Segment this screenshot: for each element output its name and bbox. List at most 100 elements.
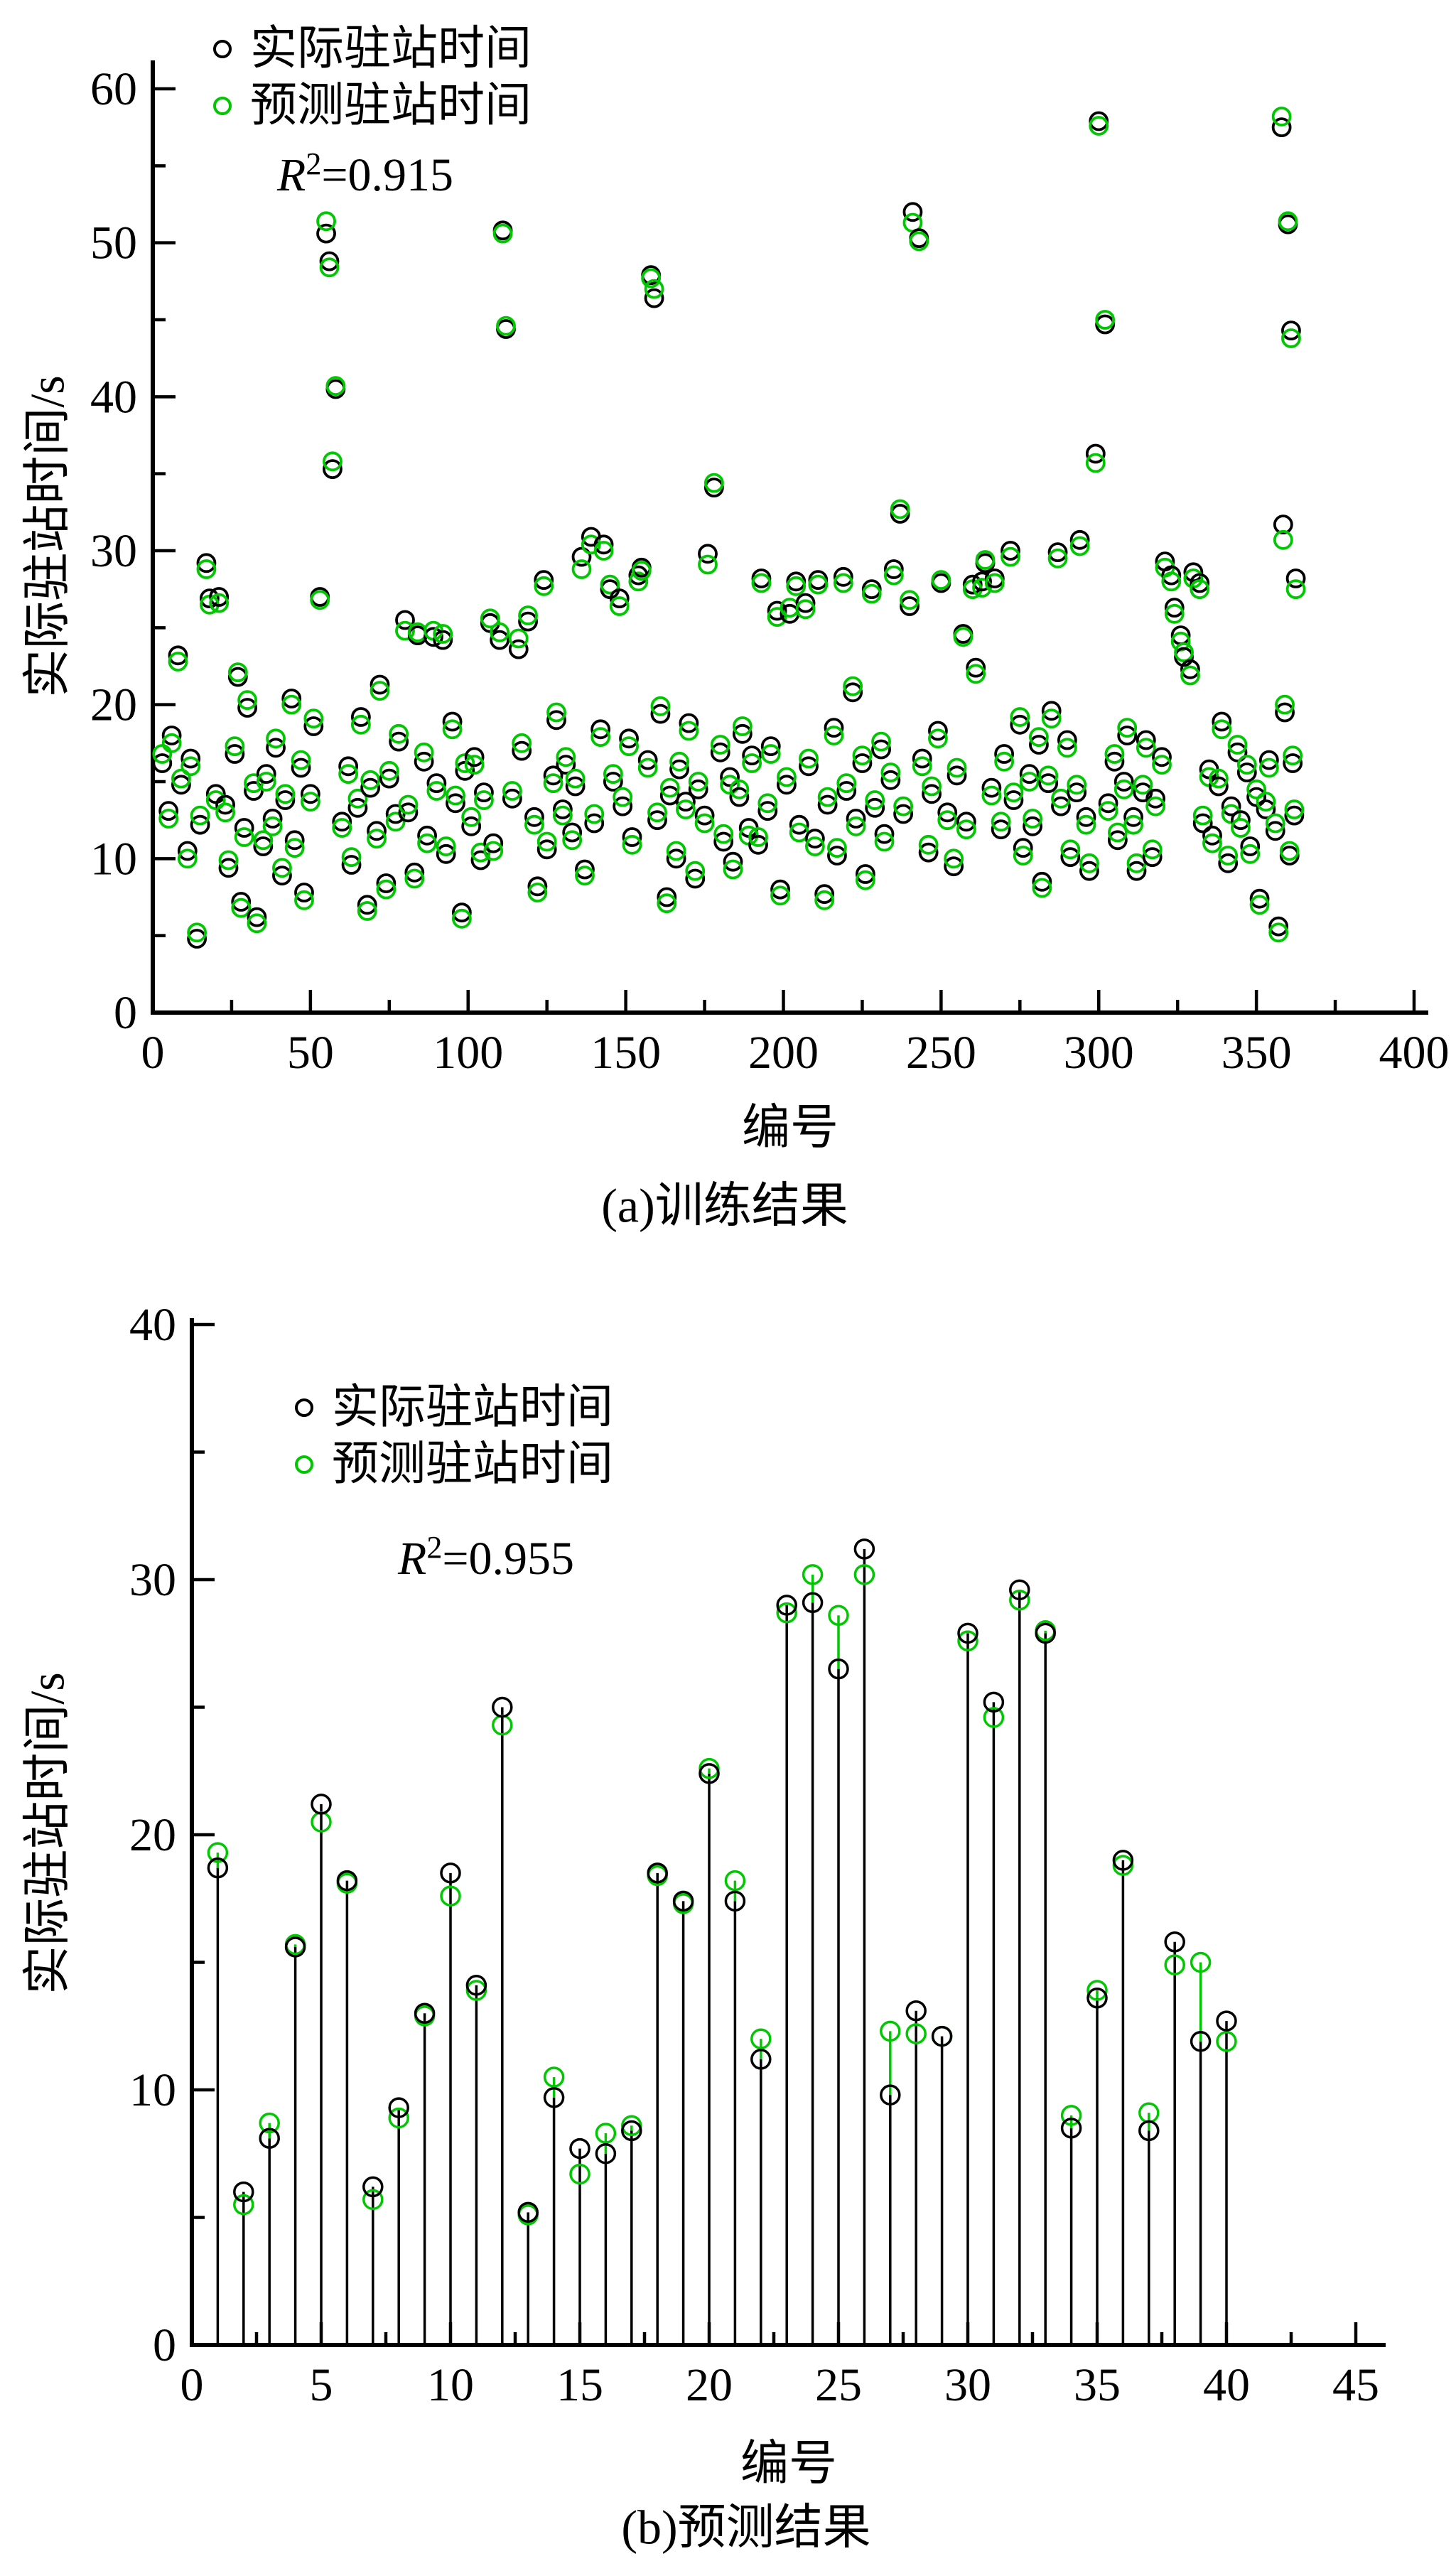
actual-point — [880, 2084, 901, 2106]
actual-point — [944, 856, 964, 877]
actual-point — [556, 755, 576, 775]
predicted-point — [699, 1757, 720, 1779]
predicted-point — [565, 768, 586, 789]
predicted-point — [225, 736, 245, 757]
predicted-point — [937, 810, 958, 831]
actual-point — [621, 2120, 642, 2142]
predicted-point — [357, 901, 377, 921]
chart-b-y-axis-label: 实际驻站时间/s — [20, 1672, 75, 1995]
actual-point — [595, 2143, 617, 2164]
predicted-point — [323, 451, 343, 472]
actual-point — [1098, 793, 1118, 814]
actual-point — [591, 719, 611, 740]
actual-point — [1117, 726, 1138, 745]
predicted-point — [1038, 765, 1059, 786]
predicted-point — [470, 842, 491, 863]
actual-point — [426, 773, 447, 794]
actual-point — [440, 1862, 461, 1884]
predicted-point — [1265, 813, 1285, 834]
chart-b-legend-actual: 实际驻站时间 — [295, 1384, 613, 1431]
predicted-point — [600, 574, 620, 595]
predicted-point — [508, 628, 529, 649]
actual-point — [1060, 2118, 1082, 2139]
actual-point — [357, 895, 377, 915]
actual-point — [190, 814, 210, 835]
predicted-point — [1104, 744, 1125, 764]
predicted-point — [259, 2112, 280, 2134]
predicted-point — [1142, 839, 1163, 860]
y-tick-label: 10 — [129, 2064, 176, 2116]
predicted-point — [817, 787, 838, 807]
predicted-point — [440, 1885, 461, 1907]
predicted-point — [666, 841, 686, 861]
actual-point — [776, 1595, 797, 1616]
chart-b-legend-actual-label: 实际驻站时间 — [332, 1381, 613, 1433]
actual-point — [827, 846, 847, 866]
predicted-point — [861, 583, 882, 604]
actual-point — [1236, 762, 1257, 782]
predicted-point — [720, 775, 740, 795]
predicted-point — [524, 814, 544, 835]
actual-point — [931, 2025, 953, 2047]
predicted-point — [1117, 718, 1138, 738]
predicted-point — [1236, 755, 1257, 775]
predicted-point — [266, 728, 286, 749]
actual-point — [767, 600, 787, 621]
actual-point — [1258, 750, 1279, 770]
actual-point — [294, 883, 314, 902]
predicted-point — [1085, 453, 1106, 473]
actual-point — [1029, 735, 1049, 755]
predicted-point — [1060, 839, 1081, 860]
actual-point — [370, 674, 390, 695]
actual-point — [1265, 821, 1285, 841]
predicted-point — [1218, 846, 1239, 866]
predicted-point — [799, 748, 819, 769]
chart-a-plot-area: 0 50 100 150 200 250 300 350 400 0 10 20 30 40 50 60 — [90, 60, 1450, 1079]
predicted-point — [1216, 2031, 1237, 2052]
predicted-point — [855, 870, 875, 890]
actual-point — [647, 1862, 668, 1884]
predicted-point — [1076, 814, 1096, 835]
predicted-point — [362, 2189, 384, 2211]
chart-b-r2-symbol: R — [398, 1533, 427, 1585]
chart-b-legend: 实际驻站时间 预测驻站时间 — [295, 1384, 613, 1488]
actual-point — [284, 1936, 306, 1958]
predicted-circle-marker-icon — [295, 1455, 313, 1474]
predicted-point — [1123, 814, 1143, 835]
predicted-point — [376, 879, 397, 900]
predicted-point — [814, 890, 835, 910]
actual-point — [341, 855, 362, 875]
actual-point — [524, 807, 544, 827]
actual-point — [187, 929, 207, 949]
actual-point — [1221, 796, 1241, 816]
predicted-point — [994, 751, 1015, 772]
actual-point — [569, 2137, 591, 2160]
predicted-point — [827, 838, 847, 858]
predicted-point — [1202, 833, 1222, 853]
actual-point — [1126, 861, 1147, 881]
predicted-point — [609, 596, 630, 616]
actual-point — [490, 630, 510, 650]
predicted-point — [1113, 779, 1134, 799]
actual-point — [742, 745, 762, 766]
actual-point — [177, 841, 198, 861]
chart-a-legend-actual-label: 实际驻站时间 — [250, 23, 532, 75]
predicted-point — [641, 268, 662, 289]
predicted-point — [446, 785, 465, 806]
actual-point — [880, 770, 901, 790]
predicted-point — [591, 727, 611, 748]
actual-point — [1281, 320, 1301, 341]
predicted-point — [595, 2123, 617, 2144]
actual-point — [724, 1890, 746, 1912]
actual-point — [247, 907, 267, 927]
actual-point — [1216, 2010, 1237, 2032]
actual-point — [1275, 702, 1295, 723]
actual-point — [1069, 529, 1090, 550]
predicted-point — [190, 805, 210, 826]
actual-point — [225, 744, 245, 764]
predicted-point — [1174, 642, 1194, 662]
actual-point — [562, 822, 583, 843]
actual-point — [957, 1622, 978, 1644]
predicted-point — [957, 1630, 978, 1651]
predicted-point — [546, 702, 566, 723]
